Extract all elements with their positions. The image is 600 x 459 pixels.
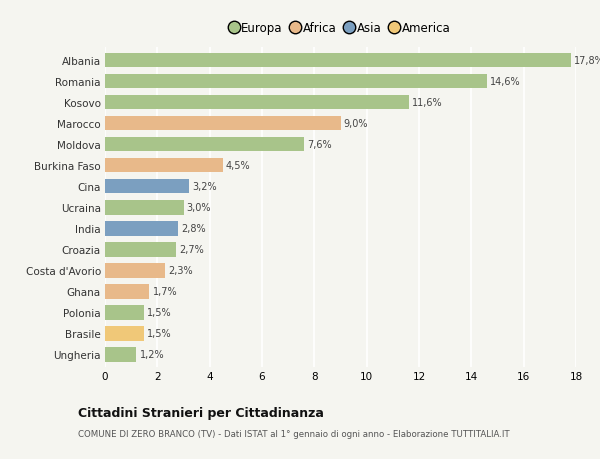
Text: COMUNE DI ZERO BRANCO (TV) - Dati ISTAT al 1° gennaio di ogni anno - Elaborazion: COMUNE DI ZERO BRANCO (TV) - Dati ISTAT … bbox=[78, 429, 509, 438]
Bar bbox=[105, 179, 189, 194]
Bar bbox=[105, 200, 184, 215]
Text: 9,0%: 9,0% bbox=[344, 119, 368, 129]
Bar bbox=[105, 263, 165, 278]
Text: 2,7%: 2,7% bbox=[179, 245, 203, 255]
Bar bbox=[105, 95, 409, 110]
Bar bbox=[105, 326, 144, 341]
Bar bbox=[105, 305, 144, 320]
Text: 7,6%: 7,6% bbox=[307, 140, 332, 150]
Text: 1,5%: 1,5% bbox=[148, 329, 172, 339]
Text: 1,2%: 1,2% bbox=[140, 350, 164, 359]
Bar bbox=[105, 347, 136, 362]
Bar bbox=[105, 137, 304, 152]
Text: 1,7%: 1,7% bbox=[152, 287, 177, 297]
Bar bbox=[105, 74, 487, 89]
Text: 17,8%: 17,8% bbox=[574, 56, 600, 66]
Bar bbox=[105, 284, 149, 299]
Text: 14,6%: 14,6% bbox=[490, 77, 521, 87]
Text: 3,0%: 3,0% bbox=[187, 203, 211, 213]
Text: 11,6%: 11,6% bbox=[412, 98, 442, 108]
Bar bbox=[105, 117, 341, 131]
Text: 2,3%: 2,3% bbox=[169, 266, 193, 276]
Text: Cittadini Stranieri per Cittadinanza: Cittadini Stranieri per Cittadinanza bbox=[78, 406, 324, 419]
Text: 3,2%: 3,2% bbox=[192, 182, 217, 192]
Text: 4,5%: 4,5% bbox=[226, 161, 251, 171]
Legend: Europa, Africa, Asia, America: Europa, Africa, Asia, America bbox=[231, 22, 450, 35]
Bar bbox=[105, 221, 178, 236]
Bar bbox=[105, 242, 176, 257]
Bar bbox=[105, 158, 223, 173]
Text: 2,8%: 2,8% bbox=[181, 224, 206, 234]
Text: 1,5%: 1,5% bbox=[148, 308, 172, 318]
Bar bbox=[105, 53, 571, 68]
